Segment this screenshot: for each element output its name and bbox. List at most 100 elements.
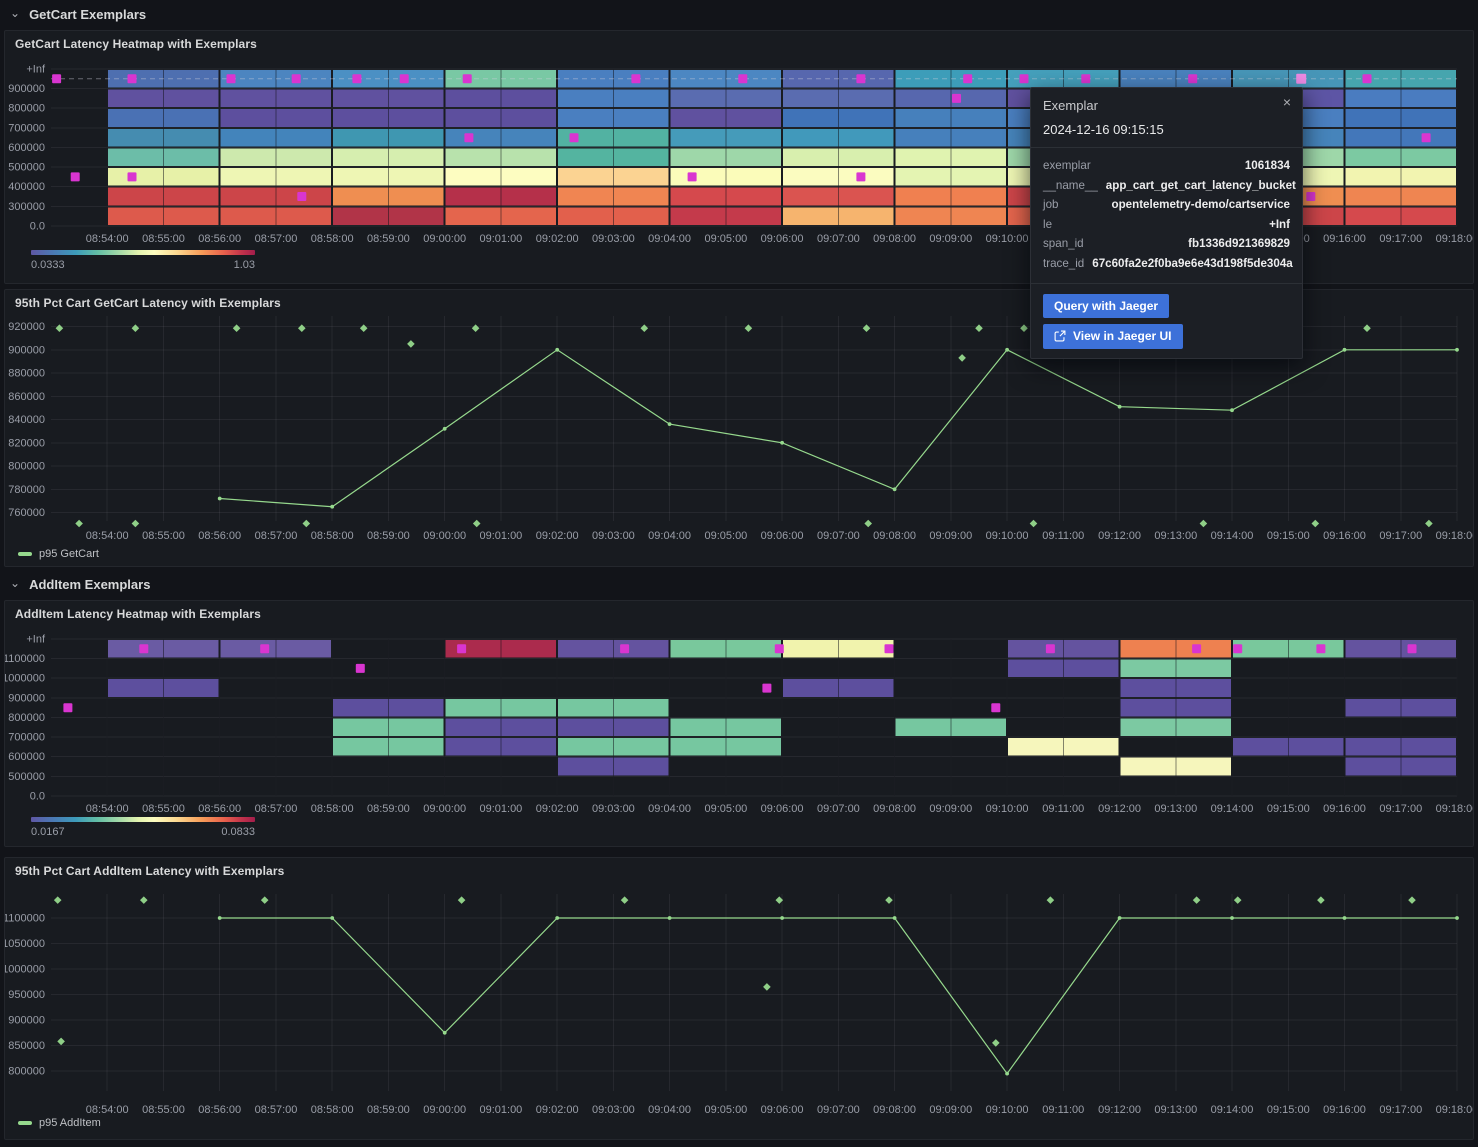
exemplar-marker[interactable] xyxy=(63,703,73,713)
y-tick-label: 950000 xyxy=(8,989,45,1001)
exemplar-diamond[interactable] xyxy=(992,1039,1000,1047)
exemplar-marker[interactable] xyxy=(1306,192,1316,201)
exemplar-marker[interactable] xyxy=(464,133,474,143)
panel-title-getcart-heatmap[interactable]: GetCart Latency Heatmap with Exemplars xyxy=(15,37,257,51)
exemplar-diamond[interactable] xyxy=(55,324,64,332)
exemplar-marker[interactable] xyxy=(687,172,697,182)
exemplar-marker[interactable] xyxy=(355,663,365,673)
exemplar-marker[interactable] xyxy=(291,74,301,84)
exemplar-diamond[interactable] xyxy=(864,519,872,528)
exemplar-marker[interactable] xyxy=(127,74,137,84)
exemplar-marker[interactable] xyxy=(569,133,579,143)
exemplar-diamond[interactable] xyxy=(1425,519,1433,528)
exemplar-diamond[interactable] xyxy=(1311,519,1320,528)
exemplar-diamond[interactable] xyxy=(1192,896,1201,904)
panel-title-additem-heatmap[interactable]: AddItem Latency Heatmap with Exemplars xyxy=(15,607,261,621)
exemplar-marker[interactable] xyxy=(991,703,1001,713)
row-header-additem[interactable]: ⌄ AddItem Exemplars xyxy=(10,577,150,593)
row-header-getcart[interactable]: ⌄ GetCart Exemplars xyxy=(10,7,146,23)
exemplar-diamond[interactable] xyxy=(302,519,311,528)
exemplar-diamond[interactable] xyxy=(1199,519,1208,528)
query-with-jaeger-button[interactable]: Query with Jaeger xyxy=(1043,293,1170,318)
additem-heatmap-chart[interactable]: +Inf 1100000 1000000 900000 800000 700000 6000… xyxy=(5,601,1473,846)
exemplar-marker[interactable] xyxy=(260,644,270,654)
exemplar-diamond[interactable] xyxy=(131,324,140,332)
exemplar-marker[interactable] xyxy=(1407,644,1417,654)
close-icon[interactable]: × xyxy=(1282,94,1291,110)
exemplar-marker[interactable] xyxy=(352,74,362,84)
exemplar-diamond[interactable] xyxy=(1363,324,1371,332)
tooltip-field-row: span_id fb1336d921369829 xyxy=(1043,234,1290,254)
exemplar-diamond[interactable] xyxy=(1233,896,1242,904)
exemplar-marker[interactable] xyxy=(1045,644,1055,654)
exemplar-marker[interactable] xyxy=(399,74,409,84)
getcart-line-chart[interactable]: 920000 900000 880000 860000 840000 820000 8000… xyxy=(5,290,1473,566)
exemplar-marker[interactable] xyxy=(1081,74,1091,84)
exemplar-diamond[interactable] xyxy=(471,324,480,332)
series-swatch xyxy=(18,552,32,556)
y-tick-label: 400000 xyxy=(8,181,45,193)
exemplar-diamond[interactable] xyxy=(457,896,466,904)
exemplar-marker[interactable] xyxy=(70,172,80,182)
exemplar-diamond[interactable] xyxy=(885,896,893,904)
exemplar-marker[interactable] xyxy=(884,644,894,654)
additem-line-chart[interactable]: 1100000 1050000 1000000 950000 900000 850000 8… xyxy=(5,858,1473,1139)
exemplar-marker[interactable] xyxy=(52,74,62,84)
exemplar-marker[interactable] xyxy=(856,74,866,84)
view-in-jaeger-ui-button[interactable]: View in Jaeger UI xyxy=(1043,323,1183,349)
exemplar-diamond[interactable] xyxy=(862,324,871,332)
exemplar-diamond[interactable] xyxy=(260,896,269,904)
exemplar-diamond[interactable] xyxy=(359,324,368,332)
exemplar-diamond[interactable] xyxy=(131,519,140,528)
exemplar-marker[interactable] xyxy=(1233,644,1243,654)
exemplar-diamond[interactable] xyxy=(140,896,148,904)
exemplar-marker[interactable] xyxy=(774,644,784,654)
exemplar-marker[interactable] xyxy=(631,74,641,84)
exemplar-diamond[interactable] xyxy=(472,519,481,528)
exemplar-marker[interactable] xyxy=(297,192,307,201)
exemplar-marker[interactable] xyxy=(963,74,973,84)
exemplar-diamond[interactable] xyxy=(1317,896,1325,904)
exemplar-diamond[interactable] xyxy=(1408,896,1416,904)
exemplar-diamond[interactable] xyxy=(1029,519,1038,528)
exemplar-diamond[interactable] xyxy=(298,324,306,332)
exemplar-marker[interactable] xyxy=(457,644,467,654)
exemplar-diamond[interactable] xyxy=(1046,896,1055,904)
exemplar-marker[interactable] xyxy=(952,93,961,103)
exemplar-marker[interactable] xyxy=(620,644,630,654)
exemplar-marker[interactable] xyxy=(1421,133,1431,143)
x-tick-label: 09:14:00 xyxy=(1211,803,1254,815)
panel-title-getcart-line[interactable]: 95th Pct Cart GetCart Latency with Exemp… xyxy=(15,296,281,310)
exemplar-diamond[interactable] xyxy=(75,519,83,528)
exemplar-diamond[interactable] xyxy=(53,896,62,904)
exemplar-diamond[interactable] xyxy=(57,1037,65,1046)
exemplar-marker[interactable] xyxy=(762,683,772,693)
exemplar-marker-highlighted[interactable] xyxy=(1296,73,1307,84)
exemplar-marker[interactable] xyxy=(1362,74,1372,84)
exemplar-diamond[interactable] xyxy=(958,354,966,362)
exemplar-diamond[interactable] xyxy=(775,896,784,904)
x-tick-label: 08:54:00 xyxy=(86,1104,129,1116)
exemplar-marker[interactable] xyxy=(1019,74,1029,84)
exemplar-diamond[interactable] xyxy=(1020,324,1028,332)
exemplar-marker[interactable] xyxy=(462,74,472,84)
exemplar-diamond[interactable] xyxy=(975,324,983,332)
exemplar-diamond[interactable] xyxy=(232,324,241,332)
exemplar-marker[interactable] xyxy=(738,74,748,84)
exemplar-diamond[interactable] xyxy=(744,324,753,332)
series-legend-additem[interactable]: p95 AddItem xyxy=(18,1117,101,1129)
exemplar-marker[interactable] xyxy=(1316,644,1326,654)
data-point xyxy=(780,916,784,920)
exemplar-diamond[interactable] xyxy=(620,896,629,904)
exemplar-marker[interactable] xyxy=(127,172,137,182)
series-legend-getcart[interactable]: p95 GetCart xyxy=(18,548,99,560)
exemplar-marker[interactable] xyxy=(139,644,149,654)
exemplar-diamond[interactable] xyxy=(407,340,415,348)
exemplar-marker[interactable] xyxy=(1192,644,1202,654)
exemplar-marker[interactable] xyxy=(1188,74,1198,84)
exemplar-diamond[interactable] xyxy=(763,983,771,991)
exemplar-marker[interactable] xyxy=(856,172,866,182)
exemplar-marker[interactable] xyxy=(226,74,236,84)
exemplar-diamond[interactable] xyxy=(640,324,649,332)
panel-title-additem-line[interactable]: 95th Pct Cart AddItem Latency with Exemp… xyxy=(15,864,285,878)
